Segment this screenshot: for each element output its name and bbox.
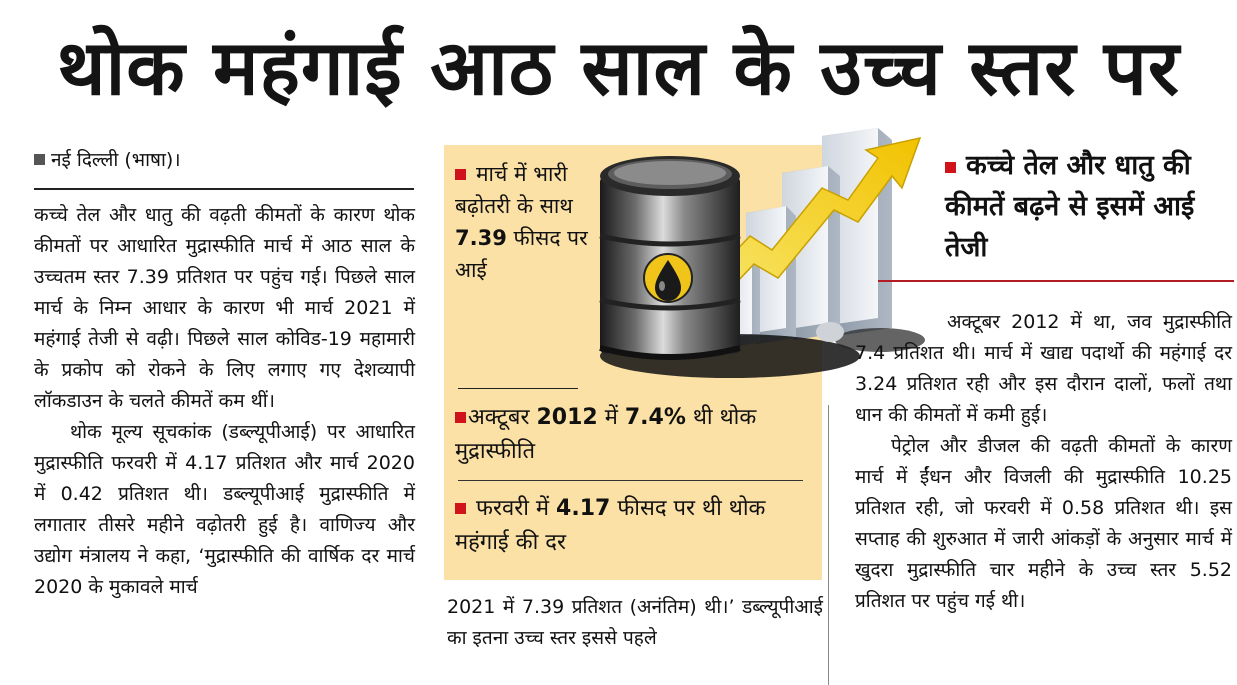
oil-barrel-rising-chart-illustration — [599, 128, 925, 378]
callout-text: कच्चे तेल और धातु की कीमतें बढ़ने से इसम… — [945, 150, 1195, 263]
paragraph: अक्टूबर 2012 में था, जव मुद्रास्फीति 7.4… — [855, 311, 1232, 426]
paragraph: कच्चे तेल और धातु की वढ़ती कीमतों के कार… — [34, 204, 415, 412]
highlight-text: अक्टूबर — [468, 405, 530, 430]
highlight-value: 7.4% — [624, 405, 686, 430]
column-divider — [828, 405, 829, 685]
red-bullet-icon — [945, 162, 956, 173]
red-bullet-icon — [455, 169, 466, 180]
article-column-center: 2021 में 7.39 प्रतिशत (अनंतिम) थी।’ डब्ल… — [447, 592, 823, 654]
red-bullet-icon — [455, 412, 466, 423]
bullet-square-icon — [34, 154, 45, 165]
highlight-value: 4.17 — [556, 496, 611, 521]
highlight-text: मार्च में भारी बढ़ोतरी के साथ — [455, 162, 573, 218]
headline: थोक महंगाई आठ साल के उच्च स्तर पर — [57, 22, 1180, 112]
highlight-text: फीसद पर थी थोक महंगाई की दर — [455, 496, 766, 555]
divider — [34, 188, 414, 190]
dateline: नई दिल्ली (भाषा)। — [34, 145, 181, 175]
divider — [458, 480, 803, 481]
highlight-text: थी थोक मुद्रास्फीति — [455, 405, 757, 464]
highlight-2: अक्टूबर 2012 में 7.4% थी थोक मुद्रास्फीत… — [455, 401, 805, 469]
divider — [878, 280, 1234, 282]
highlight-value: 7.39 — [455, 226, 507, 250]
highlight-3: फरवरी में 4.17 फीसद पर थी थोक महंगाई की … — [455, 492, 810, 560]
paragraph: पेट्रोल और डीजल की वढ़ती कीमतों के कारण … — [855, 435, 1232, 612]
rising-arrow-icon — [709, 136, 922, 302]
dateline-text: नई दिल्ली (भाषा)। — [51, 149, 181, 171]
red-bullet-icon — [455, 503, 466, 514]
highlight-1: मार्च में भारी बढ़ोतरी के साथ 7.39 फीसद … — [455, 158, 590, 286]
article-column-left: कच्चे तेल और धातु की वढ़ती कीमतों के कार… — [34, 200, 415, 603]
oil-barrel-icon — [599, 156, 741, 360]
paragraph: थोक मूल्य सूचकांक (डब्ल्यूपीआई) पर आधारि… — [34, 421, 415, 598]
paragraph: 2021 में 7.39 प्रतिशत (अनंतिम) थी।’ डब्ल… — [447, 596, 823, 649]
highlight-value: 2012 — [536, 405, 598, 430]
article-column-right: अक्टूबर 2012 में था, जव मुद्रास्फीति 7.4… — [855, 307, 1232, 617]
divider — [458, 388, 578, 389]
highlight-text: में — [604, 405, 618, 430]
callout: कच्चे तेल और धातु की कीमतें बढ़ने से इसम… — [945, 145, 1225, 268]
highlight-text: फीसद पर आई — [455, 226, 588, 282]
highlight-text: फरवरी में — [476, 496, 550, 521]
